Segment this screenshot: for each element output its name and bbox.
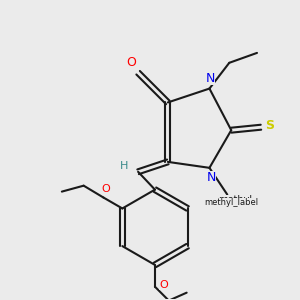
Text: H: H [120,161,128,171]
Text: S: S [266,119,274,132]
Text: N: N [206,72,215,85]
Text: O: O [101,184,110,194]
Text: methyl: methyl [218,194,252,205]
Text: N: N [207,171,216,184]
Text: O: O [126,56,136,69]
Text: methyl_label: methyl_label [204,198,258,207]
Text: O: O [160,280,168,290]
